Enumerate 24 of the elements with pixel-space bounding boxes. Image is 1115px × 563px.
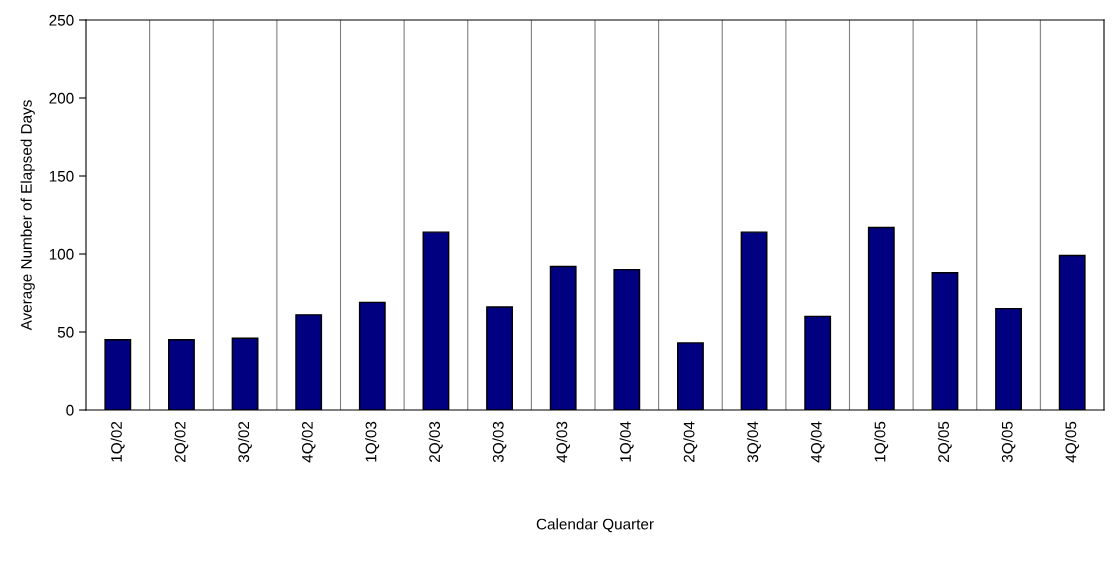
y-tick-label: 50 bbox=[57, 326, 74, 338]
y-tick-label: 150 bbox=[49, 170, 74, 182]
x-tick-label: 2Q/05 bbox=[937, 421, 952, 462]
x-tick-label: 2Q/02 bbox=[174, 421, 189, 462]
y-axis-title: Average Number of Elapsed Days bbox=[20, 100, 35, 331]
x-tick-label: 3Q/05 bbox=[1001, 421, 1016, 463]
y-tick-label: 100 bbox=[49, 248, 74, 260]
x-axis-title: Calendar Quarter bbox=[536, 518, 654, 533]
x-tick-label: 2Q/03 bbox=[428, 421, 443, 462]
x-tick-label: 1Q/04 bbox=[619, 421, 634, 462]
x-tick-label: 1Q/05 bbox=[874, 421, 889, 462]
x-tick-label: 4Q/04 bbox=[810, 421, 825, 463]
x-tick-label: 4Q/02 bbox=[301, 421, 316, 463]
y-tick-label: 250 bbox=[49, 14, 74, 26]
x-tick-label: 3Q/03 bbox=[492, 421, 507, 463]
x-tick-label: 3Q/04 bbox=[746, 421, 761, 463]
x-tick-label: 4Q/05 bbox=[1065, 421, 1080, 463]
x-tick-label: 4Q/03 bbox=[556, 421, 571, 463]
y-tick-label: 0 bbox=[66, 404, 74, 416]
x-tick-label: 3Q/02 bbox=[237, 421, 252, 463]
x-tick-label: 1Q/02 bbox=[110, 421, 125, 462]
y-tick-label: 200 bbox=[49, 92, 74, 104]
x-tick-label: 1Q/03 bbox=[365, 421, 380, 462]
x-tick-label: 2Q/04 bbox=[683, 421, 698, 462]
